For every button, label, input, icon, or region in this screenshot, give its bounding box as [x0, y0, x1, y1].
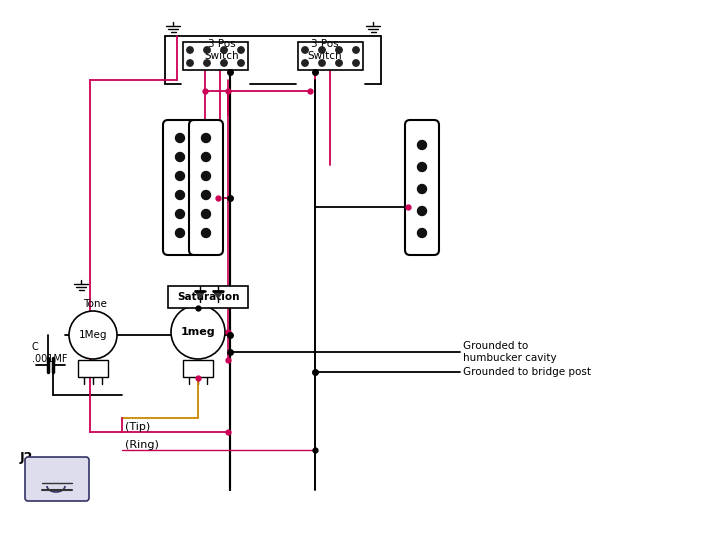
- Circle shape: [176, 172, 184, 180]
- FancyBboxPatch shape: [25, 457, 89, 501]
- Circle shape: [186, 60, 193, 66]
- Circle shape: [176, 228, 184, 238]
- Text: Tone: Tone: [83, 299, 107, 309]
- Text: Grounded to bridge post: Grounded to bridge post: [463, 367, 591, 377]
- Bar: [298, 42, 363, 70]
- Circle shape: [176, 210, 184, 218]
- Circle shape: [202, 210, 210, 218]
- Bar: [168, 286, 248, 308]
- Circle shape: [202, 172, 210, 180]
- Circle shape: [319, 60, 325, 66]
- Circle shape: [418, 228, 426, 238]
- Circle shape: [176, 190, 184, 200]
- Circle shape: [302, 47, 308, 53]
- Circle shape: [353, 47, 359, 53]
- Circle shape: [336, 47, 342, 53]
- Circle shape: [418, 184, 426, 194]
- Text: 3 Pos
Switch: 3 Pos Switch: [204, 39, 239, 60]
- Text: 3 Pos
Switch: 3 Pos Switch: [307, 39, 342, 60]
- Polygon shape: [213, 291, 223, 298]
- Text: (Tip): (Tip): [125, 422, 150, 432]
- Circle shape: [221, 60, 228, 66]
- Circle shape: [221, 47, 228, 53]
- Circle shape: [319, 47, 325, 53]
- Circle shape: [204, 47, 210, 53]
- Circle shape: [176, 152, 184, 162]
- Text: 1meg: 1meg: [181, 327, 215, 337]
- Circle shape: [204, 60, 210, 66]
- Circle shape: [69, 311, 117, 359]
- Circle shape: [353, 60, 359, 66]
- Circle shape: [202, 190, 210, 200]
- Text: Grounded to
humbucker cavity: Grounded to humbucker cavity: [463, 341, 557, 363]
- Circle shape: [202, 134, 210, 142]
- Circle shape: [302, 60, 308, 66]
- Circle shape: [171, 305, 225, 359]
- Circle shape: [238, 60, 244, 66]
- Text: J2: J2: [20, 452, 33, 465]
- Circle shape: [202, 228, 210, 238]
- Circle shape: [186, 47, 193, 53]
- Text: Saturation: Saturation: [176, 292, 239, 302]
- FancyBboxPatch shape: [189, 120, 223, 255]
- Circle shape: [418, 162, 426, 172]
- Circle shape: [418, 206, 426, 216]
- Bar: [183, 360, 213, 377]
- Text: (Ring): (Ring): [125, 440, 159, 450]
- Bar: [183, 42, 248, 70]
- Circle shape: [176, 134, 184, 142]
- Circle shape: [336, 60, 342, 66]
- FancyBboxPatch shape: [405, 120, 439, 255]
- Circle shape: [238, 47, 244, 53]
- FancyBboxPatch shape: [163, 120, 197, 255]
- Circle shape: [202, 152, 210, 162]
- Text: 1Meg: 1Meg: [78, 330, 107, 340]
- Polygon shape: [195, 291, 205, 298]
- Text: C
.001MF: C .001MF: [32, 342, 68, 364]
- Circle shape: [418, 140, 426, 150]
- Bar: [78, 360, 108, 377]
